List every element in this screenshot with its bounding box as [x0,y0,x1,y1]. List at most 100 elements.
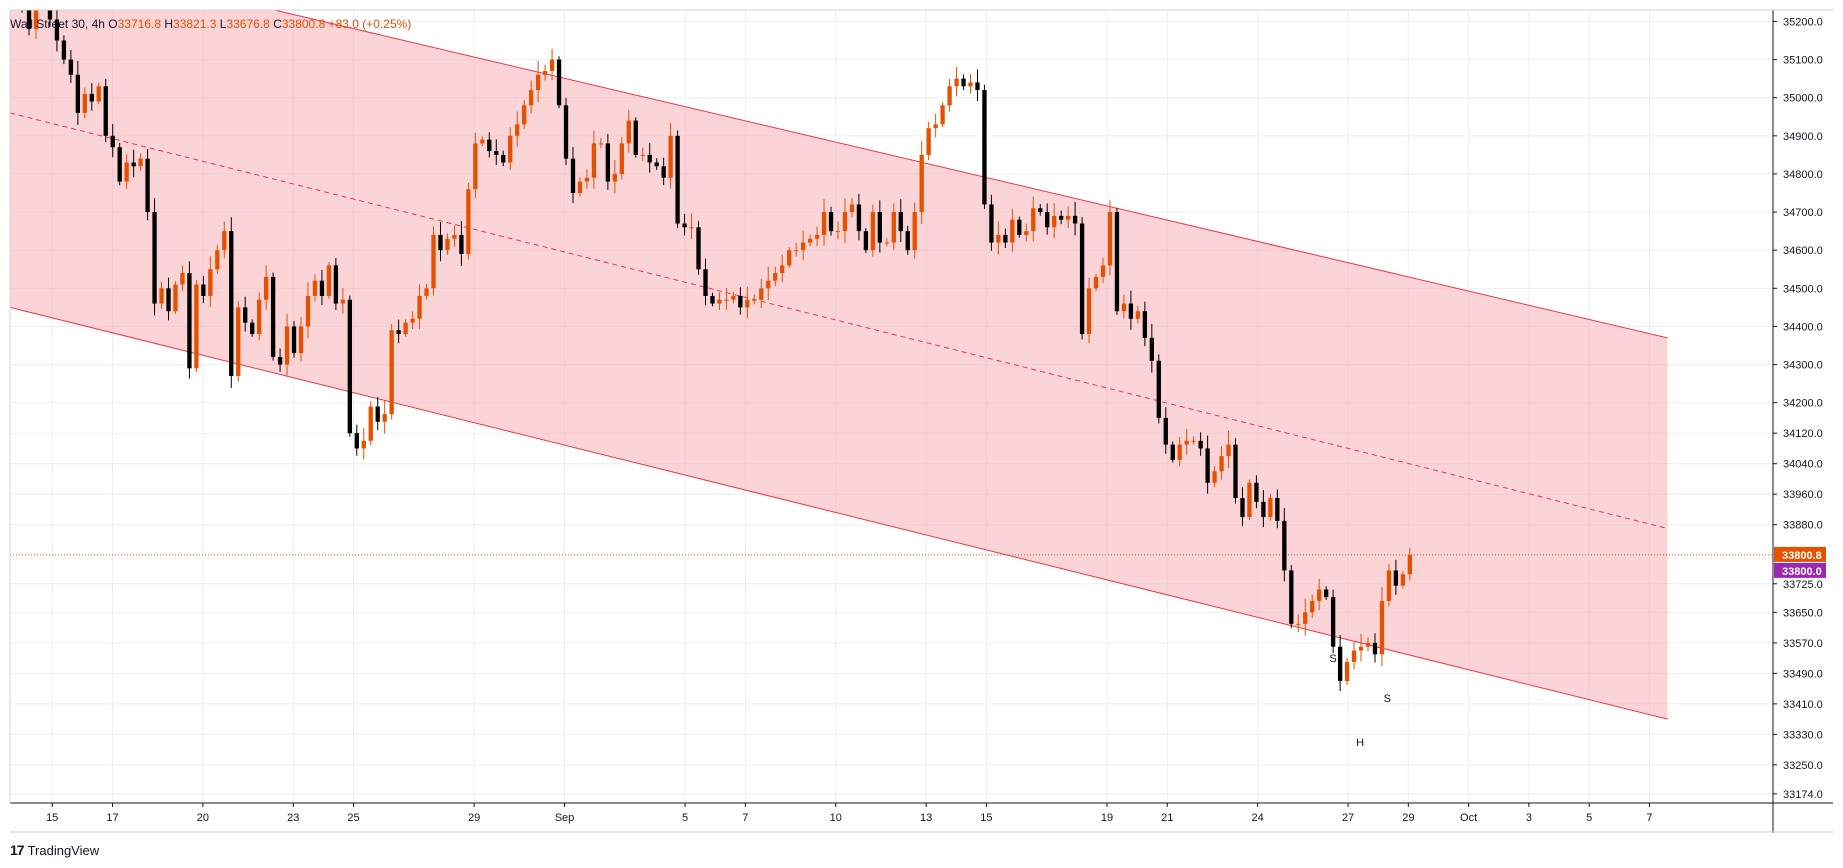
candle-body [1407,555,1413,575]
candle-body [1296,623,1301,625]
candle-body [61,40,67,60]
candle-body [877,212,883,243]
candle-body [312,280,318,296]
candle-body [47,10,53,20]
candle-body [1149,337,1154,361]
symbol-label: Wall Street 30, 4h [10,17,105,31]
x-tick-label: 21 [1161,812,1173,824]
candle-body [396,330,401,335]
candle-body [821,212,827,235]
candle-body [487,139,492,152]
candle-body [236,307,241,376]
candle-body [1184,440,1189,445]
candle-body [1400,574,1406,586]
y-tick-label: 34900.0 [1783,131,1823,143]
candle-body [619,143,624,174]
candle-body [187,273,192,369]
candle-body [1233,444,1238,498]
pattern-label: H [1356,737,1364,749]
candle-body [1170,444,1175,460]
candle-body [284,326,290,365]
candle-body [1358,646,1364,651]
candle-body [570,158,576,193]
x-tick-label: 13 [920,812,932,824]
tradingview-logo[interactable]: 17 TradingView [10,842,99,858]
candle-body [1324,589,1329,598]
candle-body [870,212,876,251]
x-tick-label: 7 [1646,812,1652,824]
candle-body [752,299,757,301]
channel-lower-line [10,306,1668,720]
marker-price-value: 33800.0 [1782,566,1822,578]
candle-body [431,234,436,289]
y-tick-label: 33880.0 [1783,520,1823,532]
candle-body [208,269,213,296]
candle-body [661,166,666,178]
candle-body [1261,501,1266,518]
candle-body [954,78,959,87]
candle-body [1337,646,1343,681]
candle-body [898,212,903,232]
y-tick-label: 35100.0 [1783,55,1823,67]
candle-body [961,78,966,87]
candle-body [1017,219,1022,235]
candle-body [689,227,694,229]
candle-body [201,284,206,296]
channel-mid-line [10,112,1668,529]
candle-body [780,265,785,274]
candle-body [577,181,583,193]
close-label: C [273,17,282,31]
candle-body [989,204,994,243]
candle-body [41,0,45,6]
last-price-value: 33800.8 [1782,550,1822,562]
candle-body [717,299,722,304]
candle-body [368,406,373,441]
regression-channel[interactable] [10,0,1773,720]
candle-body [354,433,359,449]
candle-body [584,177,590,182]
candle-body [480,139,485,144]
candle-body [68,59,74,75]
x-tick-label: Sep [555,812,575,824]
y-tick-label: 33250.0 [1783,760,1823,772]
tradingview-name: TradingView [27,842,100,858]
candle-body [828,212,834,232]
y-tick-label: 33960.0 [1783,489,1823,501]
y-tick-label: 33330.0 [1783,729,1823,741]
candle-body [731,295,736,300]
candle-body [528,90,534,106]
x-tick-label: 23 [287,812,299,824]
candle-body [1226,444,1231,457]
candle-body [452,234,457,239]
candle-body [759,288,764,300]
open-value: 33716.8 [117,17,162,31]
candle-body [263,276,269,300]
candle-body [696,227,701,270]
x-tick-label: 20 [197,812,209,824]
time-axis[interactable]: 15 17 20 23 25 29 Sep 5 7 10 13 15 19 21 24 27 29 Oct 3 5 7 [46,803,1653,824]
candle-body [361,440,366,449]
candle-body [675,135,680,224]
x-tick-label: 27 [1342,812,1354,824]
tradingview-logo-icon: 17 [10,842,25,858]
candle-body [1156,360,1161,418]
candle-body [793,250,799,252]
candle-body [556,59,562,106]
candle-body [75,74,81,113]
candle-body [501,154,506,163]
candle-body [1317,589,1322,601]
candle-body [131,162,136,167]
candle-body [1268,498,1273,518]
candle-body [668,135,673,178]
candle-body [159,288,164,304]
candle-body [1100,265,1106,277]
candle-body [89,93,94,102]
candle-body [549,59,555,71]
price-axis[interactable]: 35200.0 35100.0 35000.0 34900.0 34800.0 34700… [1773,16,1823,801]
candle-body [1289,570,1294,624]
candle-body [1303,612,1308,624]
candle-body [166,288,171,312]
candle-body [1003,234,1008,243]
x-tick-label: 19 [1101,812,1113,824]
